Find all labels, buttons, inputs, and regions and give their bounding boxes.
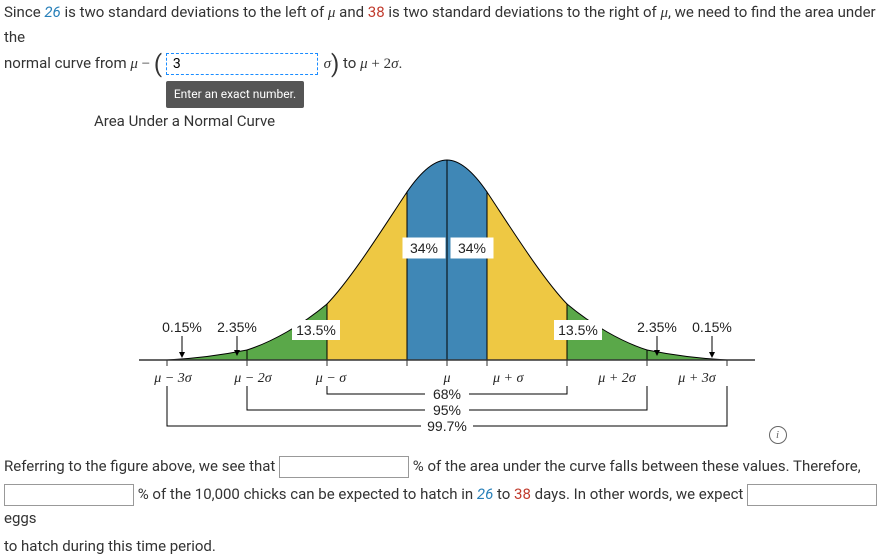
text: . (399, 54, 403, 72)
percent-chicks-input[interactable] (4, 484, 134, 506)
text: eggs (4, 509, 37, 527)
input-tooltip: Enter an exact number. (166, 81, 304, 108)
normal-curve-chart: 34% 34% 0.15% 2.35% 13.5% 13.5% 2.35% 0.… (127, 140, 767, 440)
text: to hatch during this time period. (4, 537, 216, 555)
value-38: 38 (514, 485, 531, 503)
pct-34-right: 34% (457, 240, 485, 256)
pct-34-left: 34% (409, 240, 437, 256)
axis-p3s: μ + 3σ (677, 371, 716, 386)
minus-sign: − (138, 56, 154, 72)
text: is two standard deviations to the left o… (61, 3, 328, 21)
text: Referring to the figure above, we see th… (4, 457, 279, 475)
sigma-symbol: σ (324, 56, 331, 72)
value-38: 38 (368, 3, 385, 21)
pct-135-left: 13.5% (296, 322, 336, 338)
info-icon[interactable]: i (769, 426, 787, 444)
axis-m3s: μ − 3σ (153, 371, 192, 386)
outro-line-2: % of the 10,000 chicks can be expected t… (4, 482, 889, 530)
intro-line-1: Since 26 is two standard deviations to t… (4, 0, 889, 49)
pct-015-right: 0.15% (692, 319, 732, 335)
value-26: 26 (477, 485, 493, 503)
bracket-68: 68% (432, 386, 460, 402)
percent-area-input[interactable] (279, 456, 409, 478)
text: % of the 10,000 chicks can be expected t… (134, 485, 477, 503)
left-paren: ( (154, 52, 162, 76)
region-right-tail (647, 350, 749, 360)
text: days. In other words, we expect (531, 485, 747, 503)
region-left-tail (145, 350, 247, 360)
text: to (339, 54, 360, 72)
sigma-multiplier-input[interactable] (166, 53, 318, 75)
pct-015-left: 0.15% (162, 319, 202, 335)
intro-line-2: normal curve from μ − ( Enter an exact n… (4, 51, 889, 76)
text: Since (4, 3, 44, 21)
outro-line-1: Referring to the figure above, we see th… (4, 454, 889, 478)
axis-p1s: μ + σ (492, 371, 524, 386)
sigma-symbol: σ (391, 56, 398, 72)
text: to (493, 485, 514, 503)
text: normal curve from (4, 54, 130, 72)
value-26: 26 (44, 3, 60, 21)
plus-sign: + 2 (368, 56, 391, 72)
axis-m2s: μ − 2σ (233, 371, 272, 386)
pct-235-right: 2.35% (637, 319, 677, 335)
mu-symbol: μ (130, 56, 138, 72)
pct-135-right: 13.5% (558, 322, 598, 338)
text: and (335, 3, 367, 21)
mu-symbol: μ (660, 5, 668, 21)
axis-m1s: μ − σ (314, 371, 346, 386)
bracket-997: 99.7% (427, 418, 467, 434)
figure-title: Area Under a Normal Curve (94, 112, 889, 130)
text: is two standard deviations to the right … (385, 3, 661, 21)
outro-line-3: to hatch during this time period. (4, 534, 889, 558)
bracket-95: 95% (432, 402, 460, 418)
pct-235-left: 2.35% (217, 319, 257, 335)
axis-p2s: μ + 2σ (597, 371, 636, 386)
text: % of the area under the curve falls betw… (409, 457, 861, 475)
eggs-count-input[interactable] (747, 484, 877, 506)
axis-mu: μ (442, 371, 450, 386)
mu-symbol: μ (360, 56, 368, 72)
